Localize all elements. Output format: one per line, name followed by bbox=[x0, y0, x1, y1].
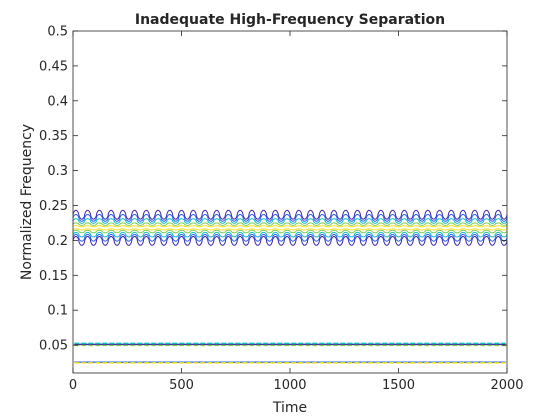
contour-component-2 bbox=[74, 342, 506, 347]
y-tick-label: 0.45 bbox=[39, 59, 68, 74]
contour-level-1-lower bbox=[72, 236, 508, 246]
y-tick-label: 0.35 bbox=[39, 129, 68, 144]
y-tick-label: 0.3 bbox=[47, 164, 68, 179]
contour-level-4-upper bbox=[72, 222, 508, 226]
y-tick-label: 0.05 bbox=[39, 339, 68, 354]
contour-level-2-upper bbox=[72, 214, 508, 222]
contour-level-5-upper bbox=[72, 225, 508, 228]
y-tick-label: 0.2 bbox=[47, 234, 68, 249]
plot-background bbox=[73, 31, 507, 373]
y-axis-label: Normalized Frequency bbox=[19, 124, 35, 280]
y-tick-label: 0.5 bbox=[47, 25, 68, 40]
contour-level-1-upper bbox=[72, 209, 508, 220]
contour-level-3-lower bbox=[72, 231, 508, 238]
y-tick-label: 0.15 bbox=[39, 269, 68, 284]
contour-component-3 bbox=[74, 361, 506, 364]
x-axis-label: Time bbox=[272, 400, 307, 416]
x-tick-label: 1500 bbox=[382, 378, 415, 393]
contour-level-3-upper bbox=[72, 218, 508, 224]
y-tick-label: 0.4 bbox=[47, 94, 68, 109]
x-tick-label: 500 bbox=[169, 378, 194, 393]
x-tick-label: 1000 bbox=[273, 378, 306, 393]
contour-level-2-lower bbox=[72, 233, 508, 242]
chart-title: Inadequate High-Frequency Separation bbox=[135, 12, 445, 28]
x-tick-label: 0 bbox=[69, 378, 77, 393]
x-tick-label: 2000 bbox=[490, 378, 523, 393]
contour-component-1 bbox=[72, 209, 508, 246]
y-tick-label: 0.25 bbox=[39, 199, 68, 214]
y-tick-label: 0.1 bbox=[47, 304, 68, 319]
contour-level-4-lower bbox=[72, 229, 508, 234]
contour-level-5-lower bbox=[72, 228, 508, 231]
axis-ticks: 0 500 1000 1500 2000 0.05 0.1 0.15 0.2 0.25 0.3 0.3… bbox=[39, 25, 524, 394]
contour-lines bbox=[72, 209, 508, 364]
